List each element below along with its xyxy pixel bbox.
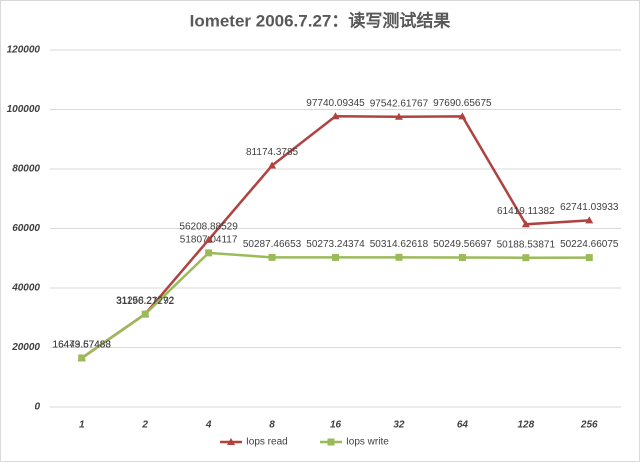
marker — [458, 254, 466, 262]
marker — [204, 235, 213, 243]
marker — [78, 354, 86, 362]
x-tick-label: 8 — [269, 420, 275, 431]
data-label: 97542.61767 — [370, 98, 429, 109]
chart-title: Iometer 2006.7.27：读写测试结果 — [190, 10, 451, 30]
marker — [394, 112, 403, 120]
data-label: 97740.09345 — [306, 98, 365, 109]
marker — [205, 249, 213, 257]
data-label: 51807.04117 — [180, 235, 238, 246]
data-label: 81174.3785 — [246, 147, 299, 158]
marker — [227, 438, 235, 445]
data-label: 50224.66075 — [560, 239, 619, 250]
data-label: 50273.24374 — [306, 239, 365, 250]
data-label: 56208.88529 — [179, 221, 238, 232]
data-label: 61419.11382 — [497, 206, 555, 217]
y-tick-label: 20000 — [11, 342, 40, 353]
data-label: 50188.53871 — [497, 239, 556, 250]
data-label: 50249.56697 — [433, 239, 492, 250]
y-tick-label: 80000 — [12, 164, 40, 175]
y-tick-label: 40000 — [11, 283, 40, 294]
legend-label: Iops write — [346, 437, 389, 448]
data-label: 31258.21792 — [116, 296, 175, 307]
x-tick-label: 1 — [79, 420, 85, 431]
legend-label: Iops read — [246, 437, 288, 448]
x-tick-label: 16 — [330, 420, 342, 431]
marker — [332, 253, 339, 261]
x-tick-label: 128 — [517, 420, 534, 431]
data-label: 16473.67488 — [53, 340, 112, 351]
marker — [331, 112, 340, 120]
data-label: 50287.46653 — [243, 239, 302, 250]
y-tick-label: 60000 — [12, 223, 40, 234]
data-label: 31196.27272 — [116, 296, 174, 307]
marker — [585, 254, 593, 262]
marker — [268, 253, 276, 261]
marker — [521, 220, 530, 228]
marker — [522, 254, 530, 262]
marker — [141, 310, 149, 318]
marker — [268, 161, 277, 169]
x-tick-label: 256 — [580, 420, 598, 431]
marker — [395, 253, 403, 261]
x-tick-label: 64 — [457, 420, 469, 431]
data-label: 50314.62618 — [370, 239, 429, 250]
data-label: 16449.57483 — [53, 340, 112, 351]
marker — [458, 112, 467, 120]
data-label: 97690.65675 — [433, 98, 492, 109]
y-tick-label: 0 — [34, 402, 40, 413]
x-tick-label: 2 — [141, 420, 148, 431]
y-tick-label: 100000 — [7, 104, 41, 115]
x-tick-label: 4 — [205, 420, 212, 431]
y-tick-label: 120000 — [7, 45, 41, 56]
marker — [585, 216, 594, 224]
x-tick-label: 32 — [393, 420, 405, 431]
data-label: 62741.03933 — [560, 202, 619, 213]
marker — [327, 438, 335, 446]
